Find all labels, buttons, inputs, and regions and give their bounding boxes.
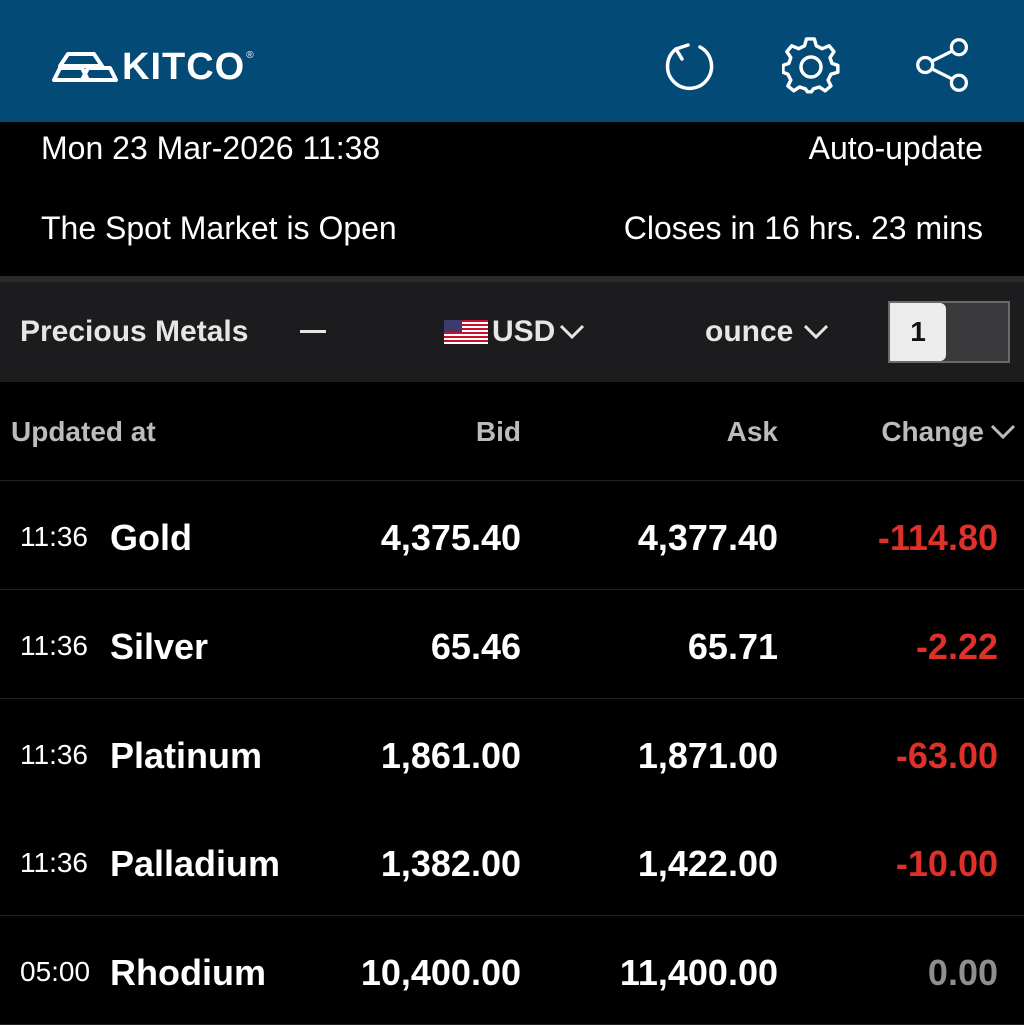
app-header: KITCO ® (0, 0, 1024, 122)
price-change: -10.00 (895, 843, 998, 884)
gear-icon[interactable] (782, 37, 840, 95)
auto-update-label[interactable]: Auto-update (808, 130, 983, 166)
price-change: -114.80 (877, 517, 998, 558)
bid-price: 10,400.00 (360, 952, 521, 993)
unit-label: ounce (705, 315, 794, 348)
ask-price: 4,377.40 (637, 517, 778, 558)
updated-at-header: Updated at (11, 416, 156, 447)
category-selector[interactable]: Precious Metals (20, 315, 248, 349)
row-update-time: 05:00 (20, 956, 91, 987)
market-open-status: The Spot Market is Open (41, 210, 397, 246)
bid-price: 65.46 (430, 626, 521, 667)
category-label: Precious Metals (20, 315, 249, 348)
change-header-label: Change (881, 416, 984, 447)
bid-header: Bid (475, 416, 521, 447)
chevron-down-icon (560, 324, 585, 340)
metal-name: Palladium (110, 843, 281, 884)
unit-selector[interactable]: ounce (705, 315, 829, 349)
quantity-value: 1 (890, 303, 946, 361)
currency-selector[interactable]: USD (444, 315, 585, 349)
currency-label: USD (492, 315, 556, 348)
quantity-toggle[interactable]: 1 (888, 301, 1010, 363)
table-header: Updated at Bid Ask Change (0, 382, 1024, 481)
metal-name: Platinum (110, 735, 263, 776)
ask-header: Ask (726, 416, 778, 447)
gold-bars-logo-icon (52, 52, 118, 82)
collapse-dash-icon[interactable] (300, 330, 326, 334)
current-datetime: Mon 23 Mar-2026 11:38 (41, 130, 381, 166)
row-update-time: 11:36 (20, 630, 88, 661)
metal-name: Gold (110, 517, 192, 558)
table-row[interactable]: 11:36 Palladium 1,382.00 1,422.00 -10.00 (0, 807, 1024, 916)
ask-price: 11,400.00 (619, 952, 778, 993)
row-update-time: 11:36 (20, 521, 88, 552)
kitco-logo[interactable]: KITCO ® (52, 47, 254, 87)
share-icon[interactable] (914, 36, 972, 94)
divider (0, 276, 1024, 282)
us-flag-icon (444, 320, 488, 344)
market-status-panel: Mon 23 Mar-2026 11:38 Auto-update The Sp… (0, 122, 1024, 278)
bid-price: 1,382.00 (380, 843, 521, 884)
bid-price: 1,861.00 (380, 735, 521, 776)
price-change: 0.00 (927, 952, 998, 993)
ask-price: 1,422.00 (637, 843, 778, 884)
table-row[interactable]: 11:36 Silver 65.46 65.71 -2.22 (0, 590, 1024, 699)
registered-mark: ® (246, 49, 254, 61)
chevron-down-icon (990, 424, 1016, 440)
metal-name: Silver (110, 626, 209, 667)
market-close-countdown: Closes in 16 hrs. 23 mins (623, 210, 983, 246)
brand-name: KITCO (122, 46, 246, 88)
selector-bar: Precious Metals USD ounce 1 (0, 282, 1024, 382)
refresh-icon[interactable] (658, 37, 716, 95)
price-change: -2.22 (915, 626, 998, 667)
metal-name: Rhodium (110, 952, 266, 993)
change-header[interactable]: Change (881, 416, 1016, 448)
bid-price: 4,375.40 (380, 517, 521, 558)
row-update-time: 11:36 (20, 847, 88, 878)
table-row[interactable]: 11:36 Gold 4,375.40 4,377.40 -114.80 (0, 481, 1024, 590)
price-change: -63.00 (895, 735, 998, 776)
table-row[interactable]: 05:00 Rhodium 10,400.00 11,400.00 0.00 (0, 916, 1024, 1025)
ask-price: 65.71 (687, 626, 778, 667)
table-row[interactable]: 11:36 Platinum 1,861.00 1,871.00 -63.00 (0, 699, 1024, 808)
chevron-down-icon (804, 324, 829, 340)
row-update-time: 11:36 (20, 739, 88, 770)
ask-price: 1,871.00 (637, 735, 778, 776)
